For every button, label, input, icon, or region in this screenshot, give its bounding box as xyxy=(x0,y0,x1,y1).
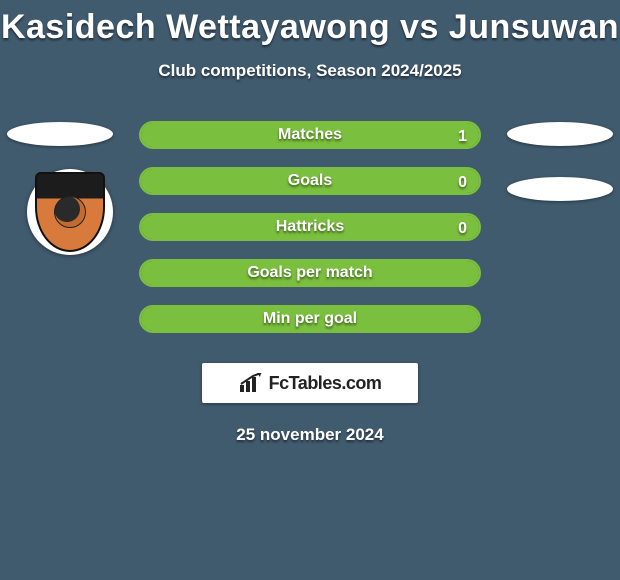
stat-row-matches: Matches 1 xyxy=(0,121,620,167)
stat-bar-goals: Goals 0 xyxy=(139,167,481,195)
stat-value: 0 xyxy=(458,215,467,243)
stat-label: Goals per match xyxy=(247,264,372,282)
stat-value: 1 xyxy=(458,123,467,151)
right-ellipse xyxy=(507,177,613,201)
page-title: Kasidech Wettayawong vs Junsuwan xyxy=(0,0,620,47)
stat-label: Min per goal xyxy=(263,310,357,328)
bar-chart-icon xyxy=(239,373,263,393)
stat-row-goals: Goals 0 xyxy=(0,167,620,213)
stat-label: Matches xyxy=(278,126,342,144)
left-ellipse xyxy=(7,122,113,146)
brand-text: FcTables.com xyxy=(269,373,382,394)
right-ellipse xyxy=(507,122,613,146)
stat-bar-goals_per_match: Goals per match xyxy=(139,259,481,287)
stat-label: Goals xyxy=(288,172,332,190)
stat-label: Hattricks xyxy=(276,218,344,236)
stat-bar-hattricks: Hattricks 0 xyxy=(139,213,481,241)
subtitle: Club competitions, Season 2024/2025 xyxy=(0,61,620,81)
brand-box[interactable]: FcTables.com xyxy=(202,363,418,403)
stat-row-hattricks: Hattricks 0 xyxy=(0,213,620,259)
date-label: 25 november 2024 xyxy=(0,425,620,445)
stat-value: 0 xyxy=(458,169,467,197)
stat-bar-matches: Matches 1 xyxy=(139,121,481,149)
stats-area: Matches 1 Goals 0 Hattricks 0 Goals per match M… xyxy=(0,121,620,351)
stat-bar-min_per_goal: Min per goal xyxy=(139,305,481,333)
stat-row-min_per_goal: Min per goal xyxy=(0,305,620,351)
stat-row-goals_per_match: Goals per match xyxy=(0,259,620,305)
